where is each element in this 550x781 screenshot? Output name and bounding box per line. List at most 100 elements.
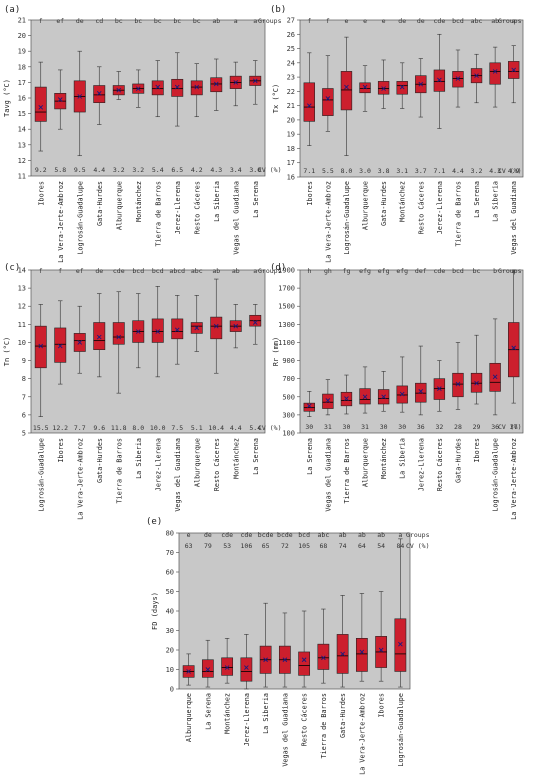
mean-marker — [399, 84, 405, 90]
group-letter: bcd — [152, 267, 164, 275]
mean-marker — [418, 389, 424, 394]
mean-marker — [186, 669, 191, 674]
cv-value: 5.1 — [191, 424, 203, 432]
box — [93, 322, 106, 350]
groups-label: Groups — [498, 267, 522, 275]
box — [317, 643, 330, 670]
category-label: Montánchez — [380, 438, 388, 479]
category-label: Alburquerque — [193, 438, 201, 487]
group-letter: bc — [173, 17, 181, 25]
cv-value: 106 — [241, 542, 253, 550]
category-label: Vegas del Guadiana — [174, 438, 182, 512]
cv-value: 4.9 — [508, 167, 520, 175]
category-label: La Serena — [252, 181, 260, 218]
y-tick-label: 60 — [166, 569, 174, 577]
y-tick-label: 30 — [166, 627, 174, 635]
mean-marker — [381, 394, 386, 400]
cv-value: 7.1 — [303, 167, 315, 175]
y-tick-label: 1100 — [278, 339, 295, 347]
mean-marker — [135, 86, 141, 91]
box — [396, 81, 408, 95]
group-letter: fg — [343, 267, 351, 275]
mean-marker — [306, 103, 312, 108]
mean-marker — [96, 91, 102, 96]
group-letter: b — [493, 267, 497, 275]
y-tick-label: 12 — [18, 157, 26, 165]
group-letter: e — [382, 17, 386, 25]
cv-value: 9.6 — [93, 424, 105, 432]
cv-value: 11.8 — [111, 424, 127, 432]
cv-label: CV (%) — [258, 424, 281, 432]
category-label: Tierra de Barros — [320, 693, 328, 758]
chart-panel-2: (b) 16 17 18 19 20 21 22 23 24 25 26 27 Tx (°C) Groups… — [270, 5, 524, 263]
group-letter: bc — [193, 17, 201, 25]
box — [303, 82, 315, 122]
group-letter: f — [326, 17, 330, 25]
y-tick-label: 17 — [18, 79, 26, 87]
group-letter: a — [253, 17, 257, 25]
category-label: Logrosán-Guadalupe — [492, 438, 500, 512]
category-label: Resto Cáceres — [417, 181, 425, 234]
cv-value: 3.7 — [415, 167, 427, 175]
group-letter: abc — [191, 267, 203, 275]
mean-marker — [194, 325, 200, 331]
box — [34, 325, 47, 369]
box — [452, 372, 464, 398]
y-tick-label: 20 — [166, 647, 174, 655]
y-tick-label: 10 — [166, 666, 174, 674]
category-label: Vegas del Guadiana — [232, 181, 240, 255]
cv-value: 5.4 — [249, 424, 261, 432]
y-tick-label: 20 — [18, 32, 26, 40]
category-label: La Serena — [473, 181, 481, 218]
cv-value: 36 — [417, 423, 425, 431]
chart-panel-4: (d) 100 300 500 700 900 1100 1300 1500 1700 1900 Rr… — [270, 263, 524, 520]
group-letter: efg — [378, 267, 390, 275]
category-label: Ibores — [57, 438, 65, 463]
group-letter: a — [253, 267, 257, 275]
category-label: La Serena — [306, 438, 314, 475]
cv-value: 30 — [380, 423, 388, 431]
box — [54, 327, 67, 363]
mean-marker — [155, 84, 161, 90]
cv-value: 28 — [454, 423, 462, 431]
cv-value: 31 — [324, 423, 332, 431]
box — [359, 82, 371, 94]
mean-marker — [437, 77, 442, 83]
group-letter: de — [95, 267, 103, 275]
box — [355, 637, 368, 672]
cv-value: 7.1 — [434, 167, 446, 175]
category-label: Logrosán-Guadalupe — [397, 693, 405, 767]
category-label: La Vera-Jerte-Ambroz — [324, 181, 332, 263]
mean-marker — [233, 323, 239, 329]
box — [322, 88, 334, 116]
y-tick-label: 70 — [166, 549, 174, 557]
y-tick-label: 25 — [287, 45, 295, 53]
cv-value: 3.2 — [471, 167, 483, 175]
y-tick-label: 5 — [22, 430, 26, 438]
y-tick-label: 1700 — [278, 285, 295, 293]
box — [322, 393, 334, 409]
mean-marker — [174, 84, 180, 90]
y-tick-label: 100 — [282, 430, 295, 438]
panel-label: (c) — [4, 263, 20, 273]
category-label: Ibores — [473, 438, 481, 463]
group-letter: a — [512, 17, 516, 25]
mean-marker — [344, 396, 349, 401]
group-letter: abc — [471, 17, 483, 25]
box — [340, 71, 353, 111]
mean-marker — [344, 84, 349, 90]
cv-value: 3.0 — [359, 167, 371, 175]
cv-value: 30 — [305, 423, 313, 431]
group-letter: cde — [221, 531, 233, 539]
box — [452, 71, 464, 88]
cv-label: CV (%) — [498, 167, 521, 175]
cv-value: 9.5 — [74, 166, 86, 174]
cv-value: 7.5 — [171, 424, 183, 432]
y-tick-label: 13 — [18, 285, 26, 293]
group-letter: e — [363, 17, 367, 25]
mean-marker — [57, 343, 63, 349]
category-label: Ibores — [306, 181, 314, 206]
category-label: Tierra de Barros — [454, 181, 462, 246]
panel-label: (e) — [146, 517, 162, 527]
y-tick-label: 1300 — [278, 321, 295, 329]
